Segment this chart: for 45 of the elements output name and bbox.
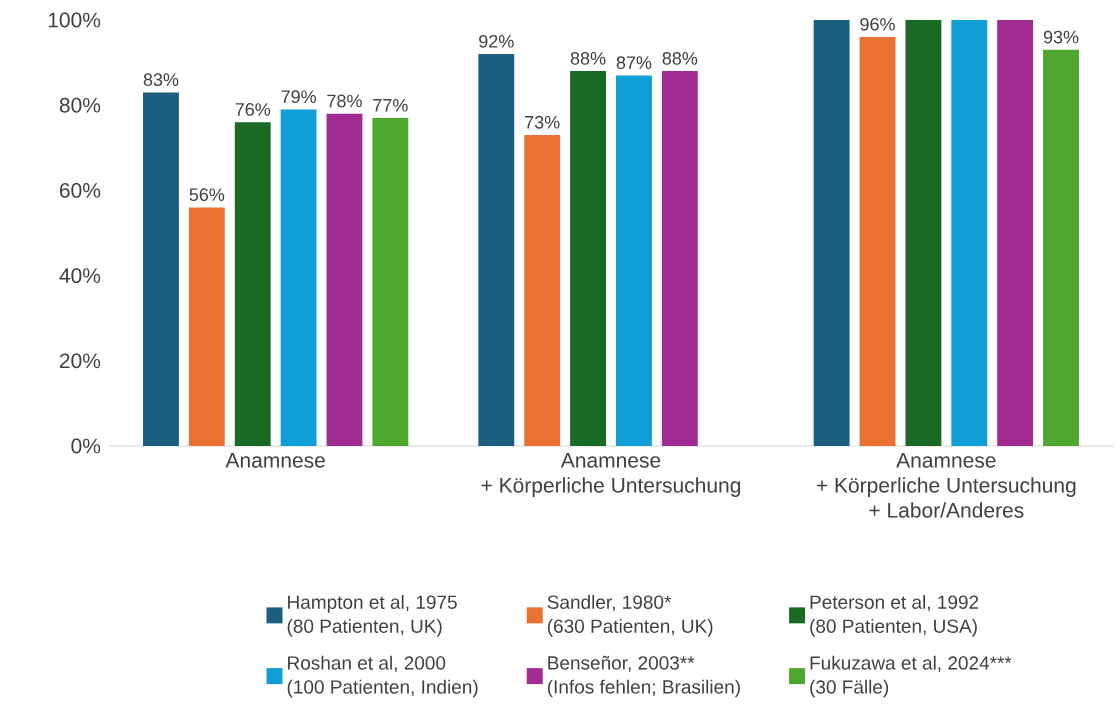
data-label: 79% xyxy=(281,90,316,104)
y-tick-label: 80% xyxy=(59,97,101,113)
x-tick-label: Anamnese + Körperliche Untersuchung + Labor/Anderes xyxy=(816,453,1076,518)
bar xyxy=(1043,49,1079,446)
bar xyxy=(143,92,179,446)
y-tick-label: 0% xyxy=(71,438,101,454)
x-tick-label: Anamnese xyxy=(225,453,325,468)
bar xyxy=(661,71,698,446)
data-label: 77% xyxy=(373,98,408,112)
bar xyxy=(234,122,271,446)
data-label: 92% xyxy=(479,34,514,48)
legend-label: Fukuzawa et al, 2024*** (30 Fälle) xyxy=(810,655,1012,698)
legend-label: Peterson et al, 1992 (80 Patienten, USA) xyxy=(810,594,979,637)
bar xyxy=(859,37,896,446)
data-label: 93% xyxy=(1043,30,1079,44)
bar xyxy=(188,207,225,446)
bar xyxy=(524,135,561,446)
bar xyxy=(478,54,515,446)
data-label: 76% xyxy=(235,103,271,116)
y-tick-label: 100% xyxy=(48,12,101,28)
y-tick-label: 20% xyxy=(59,353,101,369)
data-label: 73% xyxy=(525,115,560,129)
data-label: 96% xyxy=(860,17,895,31)
legend-label: Hampton et al, 1975 (80 Patienten, UK) xyxy=(287,594,457,637)
bar xyxy=(570,71,606,446)
bar xyxy=(997,20,1034,446)
legend-label: Roshan et al, 2000 (100 Patienten, Indien) xyxy=(287,655,478,698)
bar xyxy=(813,20,850,446)
data-label: 56% xyxy=(189,188,225,202)
y-tick-label: 60% xyxy=(59,182,101,198)
x-tick-label: Anamnese + Körperliche Untersuchung xyxy=(481,453,741,497)
data-label: 88% xyxy=(662,51,698,65)
data-label: 78% xyxy=(327,94,362,108)
data-label: 88% xyxy=(570,51,606,65)
bar xyxy=(951,20,988,446)
bar xyxy=(326,113,363,446)
legend-label: Sandler, 1980* (630 Patienten, UK) xyxy=(547,594,713,637)
bar xyxy=(616,75,652,446)
y-tick-label: 40% xyxy=(59,268,101,284)
bar xyxy=(372,117,409,446)
legend-label: Benseñor, 2003** (Infos fehlen; Brasilien) xyxy=(547,655,740,698)
data-label: 87% xyxy=(616,56,652,69)
bar xyxy=(280,109,317,446)
bar xyxy=(905,20,942,446)
data-label: 83% xyxy=(143,73,179,87)
